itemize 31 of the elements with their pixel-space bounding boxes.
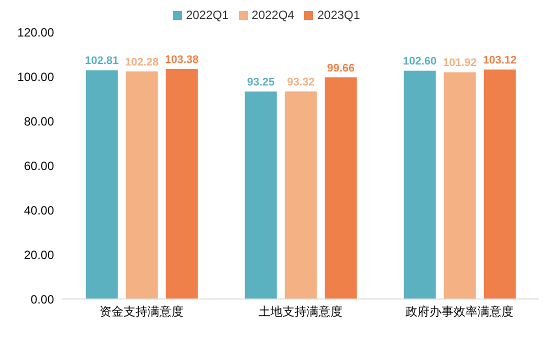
- data-label: 103.38: [165, 54, 199, 66]
- legend-label: 2022Q1: [186, 8, 229, 22]
- bar: [324, 77, 357, 299]
- bar: [244, 92, 277, 299]
- x-tick-label: 资金支持满意度: [100, 304, 184, 319]
- data-label: 102.81: [85, 55, 119, 68]
- y-tick-label: 20.00: [24, 248, 54, 262]
- x-tick-label: 政府办事效率满意度: [406, 304, 514, 319]
- bar: [444, 72, 476, 299]
- data-label: 102.60: [403, 56, 437, 68]
- y-tick-label: 0.00: [30, 292, 54, 306]
- bar: [86, 70, 118, 299]
- data-label: 101.92: [443, 57, 477, 70]
- data-label: 102.28: [125, 56, 159, 68]
- y-tick-label: 80.00: [24, 114, 54, 128]
- bar: [166, 68, 198, 299]
- y-tick-label: 100.00: [17, 70, 54, 84]
- y-tick-label: 60.00: [24, 158, 54, 173]
- y-tick-label: 120.00: [17, 25, 54, 40]
- bar: [484, 70, 516, 299]
- data-label: 93.32: [287, 76, 315, 88]
- data-label: 99.66: [327, 62, 355, 74]
- data-label: 93.25: [247, 76, 275, 89]
- legend-label: 2023Q1: [317, 8, 360, 22]
- bar: [126, 71, 158, 299]
- x-tick-label: 土地支持满意度: [258, 304, 342, 319]
- legend-label: 2022Q4: [252, 8, 294, 22]
- bar: [404, 70, 436, 299]
- y-tick-label: 40.00: [24, 203, 54, 218]
- data-label: 103.12: [483, 54, 517, 67]
- bar: [284, 91, 317, 299]
